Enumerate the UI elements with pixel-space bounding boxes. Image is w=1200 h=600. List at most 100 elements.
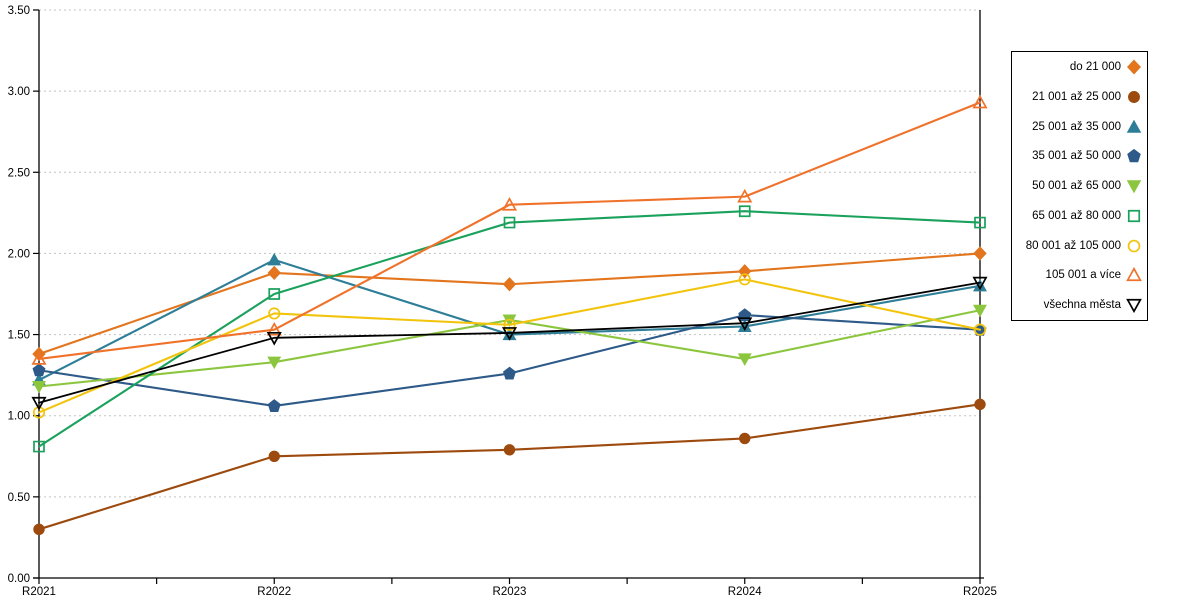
marker — [31, 396, 47, 411]
marker — [32, 363, 46, 377]
legend-item: 80 001 až 105 000 — [1016, 238, 1142, 254]
marker — [974, 216, 986, 229]
legend-item: do 21 000 — [1016, 59, 1142, 75]
series-6 — [33, 205, 986, 453]
marker — [267, 265, 281, 281]
marker — [503, 216, 516, 229]
marker — [267, 356, 282, 370]
marker — [33, 440, 45, 453]
series-line — [37, 403, 982, 531]
series-7 — [32, 273, 987, 419]
marker — [1126, 119, 1142, 133]
marker — [267, 252, 282, 266]
triangle-up-marker-icon — [1126, 119, 1142, 133]
marker — [266, 321, 282, 336]
y-tick-label: 2.00 — [8, 248, 30, 260]
marker — [1126, 180, 1142, 194]
marker — [31, 351, 47, 365]
legend-label: 65 001 až 80 000 — [1032, 209, 1121, 222]
x-tick-label: R2024 — [728, 586, 762, 598]
x-tick-label: R2025 — [963, 586, 997, 598]
y-tick-label: 2.50 — [8, 167, 30, 179]
series-3 — [32, 252, 987, 386]
marker — [737, 319, 752, 332]
marker — [1126, 267, 1142, 282]
marker — [268, 450, 280, 462]
triangle-down-marker-icon — [1126, 180, 1142, 194]
series-1 — [32, 246, 987, 362]
marker — [1128, 90, 1140, 103]
y-tick-label: 0.00 — [8, 573, 30, 585]
legend-label: 21 001 až 25 000 — [1032, 90, 1121, 103]
marker — [503, 444, 516, 456]
diamond-marker-icon — [1127, 59, 1141, 75]
marker — [501, 327, 518, 341]
pentagon-marker-icon — [1127, 149, 1141, 163]
series-line — [38, 281, 981, 404]
marker — [266, 331, 282, 346]
marker — [973, 304, 987, 318]
marker — [973, 278, 987, 292]
circle-marker-icon — [1128, 90, 1140, 103]
y-tick-label: 1.00 — [8, 411, 30, 423]
marker — [1126, 298, 1142, 313]
y-tick-label: 3.50 — [8, 5, 30, 17]
x-tick-label: R2021 — [22, 586, 56, 598]
marker — [1127, 239, 1141, 252]
marker — [737, 317, 753, 331]
marker — [268, 307, 281, 320]
marker — [503, 366, 516, 380]
marker — [1127, 59, 1141, 75]
legend-label: 105 001 a více — [1045, 269, 1121, 282]
marker — [32, 380, 46, 394]
series-2 — [33, 398, 986, 536]
series-9 — [31, 276, 988, 411]
series-line — [37, 210, 982, 448]
marker — [737, 353, 752, 366]
y-tick-label: 1.50 — [8, 330, 30, 342]
legend-item: 65 001 až 80 000 — [1016, 208, 1142, 224]
marker — [502, 277, 517, 292]
legend-item: 50 001 až 65 000 — [1016, 178, 1142, 194]
marker — [33, 523, 45, 536]
marker — [268, 288, 281, 300]
marker — [501, 196, 518, 211]
marker — [738, 205, 751, 218]
legend-item: 105 001 a více — [1016, 267, 1142, 283]
y-tick-label: 3.00 — [8, 86, 30, 98]
marker — [267, 399, 281, 412]
marker — [973, 323, 987, 336]
legend-item: všechna města — [1016, 297, 1142, 313]
marker — [973, 246, 987, 261]
legend-label: všechna města — [1043, 299, 1121, 311]
triangle-down-marker-icon — [1126, 298, 1142, 313]
circle-marker-icon — [1127, 239, 1141, 252]
marker — [738, 273, 751, 286]
legend-item: 35 001 až 50 000 — [1016, 148, 1142, 164]
legend-item: 25 001 až 35 000 — [1016, 119, 1142, 135]
legend-label: 35 001 až 50 000 — [1032, 150, 1121, 163]
legend-item: 21 001 až 25 000 — [1016, 89, 1142, 105]
legend-label: 50 001 až 65 000 — [1032, 180, 1121, 192]
marker — [1127, 209, 1141, 222]
marker — [1127, 149, 1141, 163]
marker — [972, 276, 988, 291]
legend: do 21 000 21 001 až 25 000 25 001 až 35 00… — [1011, 51, 1148, 321]
marker — [738, 264, 752, 279]
x-tick-label: R2022 — [257, 586, 291, 598]
series-line — [37, 278, 982, 414]
legend-label: 25 001 až 35 000 — [1032, 120, 1121, 133]
y-tick-label: 0.50 — [8, 492, 30, 504]
legend-label: do 21 000 — [1069, 61, 1121, 73]
marker — [972, 94, 988, 109]
marker — [737, 188, 753, 203]
marker — [974, 398, 986, 411]
x-tick-label: R2023 — [493, 586, 527, 598]
series-line — [37, 101, 982, 360]
legend-label: 80 001 až 105 000 — [1025, 239, 1121, 252]
marker — [503, 318, 516, 331]
series-8 — [31, 94, 988, 365]
square-marker-icon — [1127, 209, 1141, 222]
